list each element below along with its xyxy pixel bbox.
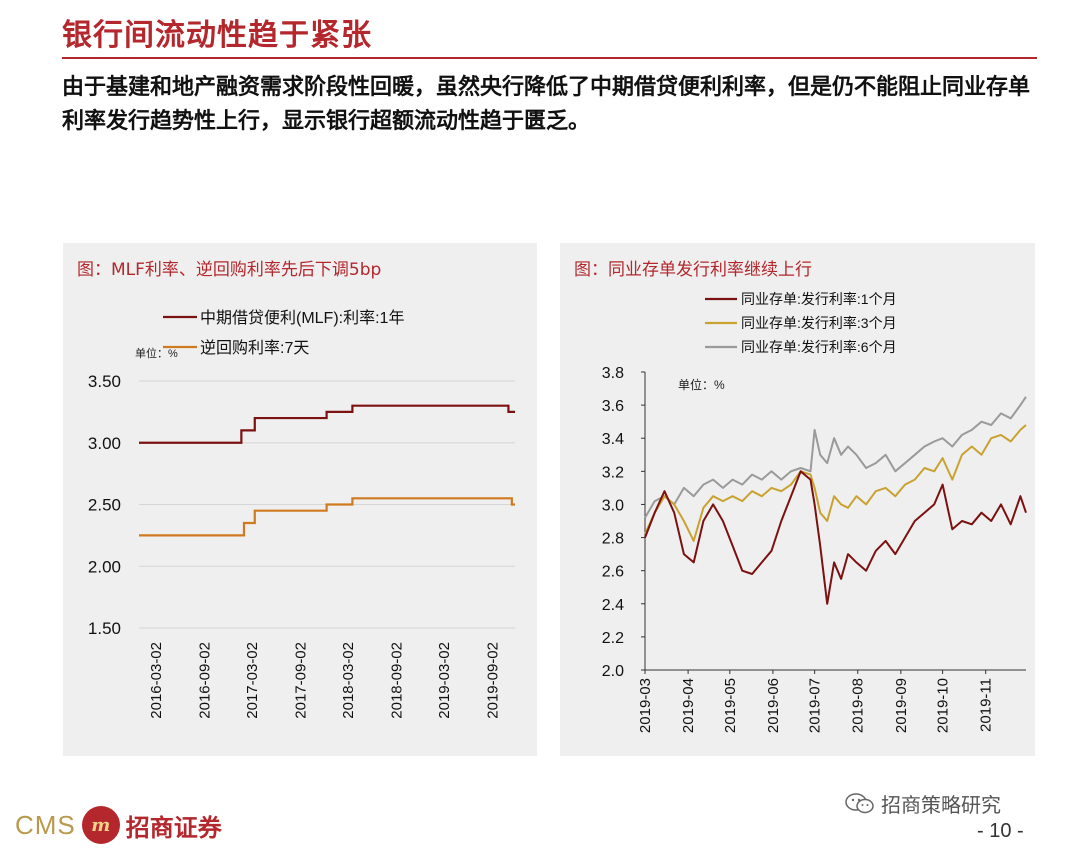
left-legend-label: 中期借贷便利(MLF):利率:1年 [200,309,404,327]
right-unit-label: 单位：% [678,377,725,392]
right-chart-svg: 2.0 2.2 2.4 2.6 2.8 3.0 3.2 3.4 3.6 3.8 2019-03 20… [602,291,1027,733]
right-y-tick-label: 2.6 [602,564,624,581]
left-y-tick-label: 3.00 [88,434,121,453]
left-x-tick-label: 2019-09-02 [485,642,502,719]
left-y-tick-label: 2.50 [88,496,121,515]
wechat-icon [845,792,874,813]
left-y-tick-label: 1.50 [88,619,121,638]
footer-logo: CMS m 招商证券 [15,806,222,844]
left-x-tick-label: 2017-09-02 [293,642,310,719]
page-title: 银行间流动性趋于紧张 [62,18,372,53]
brand-badge-icon: m [81,806,120,844]
right-legend-label: 同业存单:发行利率:6个月 [741,339,897,355]
right-series-line [644,470,1027,605]
left-series-line [139,497,515,537]
description: 由于基建和地产融资需求阶段性回暖，虽然央行降低了中期借贷便利利率，但是仍不能阻止… [62,74,1031,134]
right-chart-title: 图：同业存单发行利率继续上行 [574,260,812,280]
left-x-tick-label: 2019-03-02 [436,642,453,719]
left-legend-label: 逆回购利率:7天 [200,339,309,357]
left-unit-label: 单位：% [135,346,178,360]
right-y-tick-label: 3.4 [602,431,624,448]
right-x-tick-label: 2019-11 [978,678,995,732]
right-y-tick-label: 2.4 [602,597,624,614]
brand-name: 招商证券 [125,812,222,842]
left-x-tick-label: 2017-03-02 [244,642,261,719]
left-y-tick-label: 3.50 [88,372,121,391]
left-series-line [139,404,515,444]
right-chart-panel: 图：同业存单发行利率继续上行 2.0 2.2 2.4 2.6 2.8 3.0 3.2 3.4 3… [560,243,1035,756]
left-chart-panel: 图：MLF利率、逆回购利率先后下调5bp 1.50 2.00 2.50 3.00 3.5… [63,243,537,756]
right-x-tick-label: 2019-03 [637,678,654,733]
left-x-tick-label: 2016-09-02 [196,642,213,719]
page-number: - 10 - [977,820,1024,842]
right-x-tick-label: 2019-09 [893,678,910,733]
right-legend-label: 同业存单:发行利率:3个月 [741,315,897,331]
right-y-tick-label: 2.2 [602,630,624,647]
right-x-tick-label: 2019-05 [722,678,739,733]
left-chart-svg: 1.50 2.00 2.50 3.00 3.50 2016-03-02 2016-09-0… [88,309,515,719]
right-y-tick-label: 2.8 [602,531,624,548]
left-x-tick-label: 2016-03-02 [148,642,165,719]
wechat-account-name: 招商策略研究 [881,793,1001,817]
right-y-tick-label: 2.0 [602,663,624,680]
right-y-tick-label: 3.6 [602,398,624,415]
left-x-tick-label: 2018-09-02 [389,642,406,719]
right-y-tick-label: 3.2 [602,464,624,481]
right-x-tick-label: 2019-10 [935,678,952,733]
right-x-tick-label: 2019-06 [765,678,782,733]
left-chart-title: 图：MLF利率、逆回购利率先后下调5bp [77,260,382,280]
right-x-tick-label: 2019-07 [807,678,824,733]
right-legend-label: 同业存单:发行利率:1个月 [741,291,897,307]
right-y-tick-label: 3.0 [602,497,624,514]
left-y-tick-label: 2.00 [88,557,121,576]
wechat-account: 招商策略研究 [845,789,1001,818]
right-x-tick-label: 2019-04 [680,678,697,733]
cms-logo-text: CMS [15,809,76,840]
right-y-tick-label: 3.8 [602,365,624,382]
right-series-line [644,396,1027,519]
right-x-tick-label: 2019-08 [850,678,867,733]
left-x-tick-label: 2018-03-02 [340,642,357,719]
title-rule [62,57,1037,59]
right-series-line [644,424,1027,542]
